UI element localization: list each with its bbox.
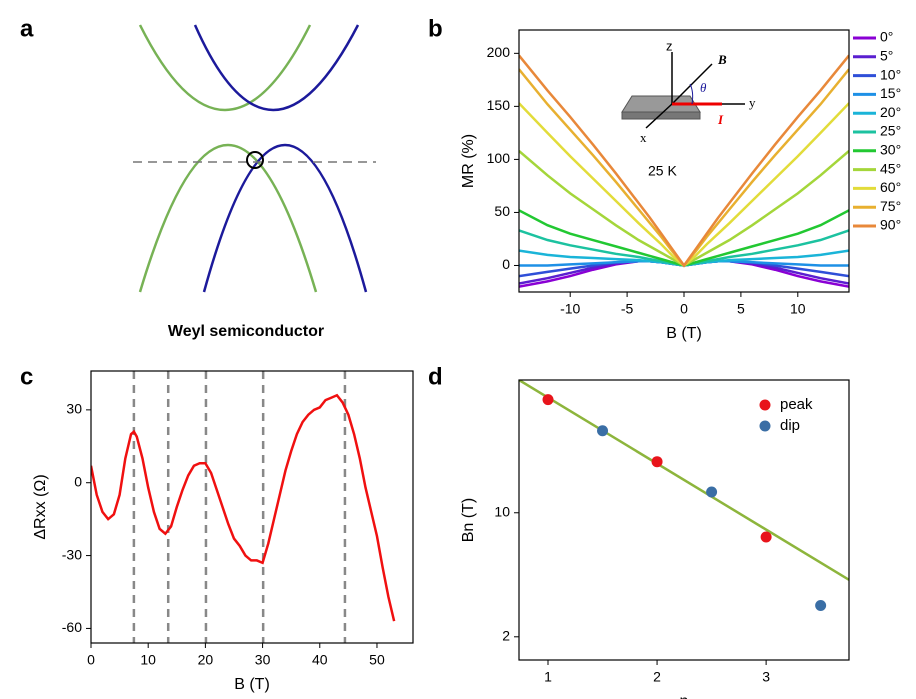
x-tick-label: 40 [312,652,328,668]
x-tick-label: 10 [140,652,156,668]
legend-label: 25° [880,123,901,139]
x-tick-label: 20 [198,652,214,668]
x-tick-label: 0 [680,301,688,317]
fit-line [519,380,849,581]
y-tick-label: 150 [487,97,511,113]
y-tick-label: 100 [487,150,511,166]
y-tick-label: 200 [487,44,511,60]
x-axis-label: n [680,693,689,699]
line [519,54,849,268]
band-diagram [133,24,376,293]
x-tick-label: 3 [762,669,770,685]
legend-label: 90° [880,217,901,233]
point [760,531,772,543]
y-axis-label: ΔRxx (Ω) [32,474,49,539]
inset-label: θ [700,80,707,95]
legend-label: 20° [880,104,901,120]
inset [621,52,745,129]
x-axis-label: B (T) [666,325,702,342]
legend-label: peak [780,396,813,413]
legend-label: dip [780,417,800,434]
inset-label: z [666,38,673,53]
axis [645,103,673,129]
line [91,393,396,622]
band [138,143,318,293]
band [193,24,360,112]
legend-label: 75° [880,198,901,214]
x-tick-label: -5 [621,301,634,317]
annotation: 25 K [648,163,677,179]
x-tick-label: 1 [544,669,552,685]
x-tick-label: -10 [560,301,580,317]
y-axis-label: MR (%) [460,134,477,188]
field [671,63,713,105]
x-tick-label: 2 [653,669,661,685]
angle [689,83,694,105]
y-axis-label: Bn (T) [460,498,477,542]
legend-label: 10° [880,66,901,82]
plot-frame [518,29,850,293]
y-tick-label: 50 [494,203,510,219]
y-tick-label: 0 [74,473,82,489]
x-tick-label: 5 [737,301,745,317]
line [519,229,849,267]
y-tick-label: 0 [502,256,510,272]
legend-marker [759,420,771,432]
y-tick-label: -60 [62,619,82,635]
point [597,425,609,437]
legend-label: 45° [880,160,901,176]
x-axis-label: B (T) [234,676,270,693]
point [706,486,718,498]
band [202,143,368,293]
x-tick-label: 0 [87,652,95,668]
y-tick-label: 10 [494,503,510,519]
plot-frame [518,379,850,661]
panel-label: c [20,363,33,390]
legend-marker [759,399,771,411]
x-tick-label: 50 [369,652,385,668]
plot-frame [90,370,414,644]
line [519,149,849,267]
x-tick-label: 30 [255,652,271,668]
legend-label: 5° [880,48,893,64]
inset-label: B [717,52,727,67]
point [542,394,554,406]
y-tick-label: 30 [66,401,82,417]
inset-label: I [717,112,724,127]
y-tick-label: -30 [62,546,82,562]
point [815,600,827,612]
weyl-point [246,151,264,169]
panel-label: a [20,15,34,42]
panel-label: d [428,363,443,390]
inset-label: y [749,95,756,110]
band [138,24,312,112]
legend-label: 15° [880,85,901,101]
x-tick-label: 10 [790,301,806,317]
point [651,456,663,468]
legend-label: 60° [880,179,901,195]
inset-label: x [640,130,647,145]
legend-label: 30° [880,142,901,158]
legend-label: 0° [880,29,893,45]
y-tick-label: 2 [502,627,510,643]
panel-label: b [428,15,443,42]
caption: Weyl semiconductor [168,323,324,340]
sample-edge [621,111,701,120]
